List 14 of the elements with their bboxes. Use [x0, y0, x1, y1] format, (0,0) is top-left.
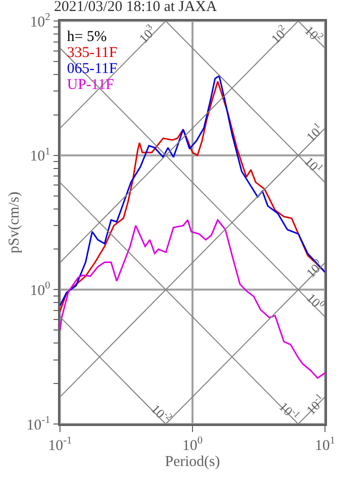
chart-title: 2021/03/20 18:10 at JAXA [54, 0, 218, 15]
x-tick-label: 10$^{-1}$ [48, 435, 72, 454]
x-tick-label: 10$^{0}$ [182, 435, 203, 454]
y-tick-label: 10$^{1}$ [30, 146, 50, 165]
text: 335-11F [67, 45, 118, 61]
y-tick-label: 10$^{-1}$ [26, 414, 50, 434]
text: 065-11F [67, 61, 118, 77]
x-tick-label: 10$^{1}$ [314, 435, 336, 454]
y-tick-label: 10$^{0}$ [30, 280, 50, 299]
text: UP-11F [67, 77, 114, 93]
y-axis-title: pSv(cm/s) [6, 192, 22, 254]
y-tick-label: 10$^{2}$ [30, 12, 50, 30]
annotation: h= 5% [67, 29, 107, 45]
x-axis-title: Period(s) [165, 454, 220, 470]
